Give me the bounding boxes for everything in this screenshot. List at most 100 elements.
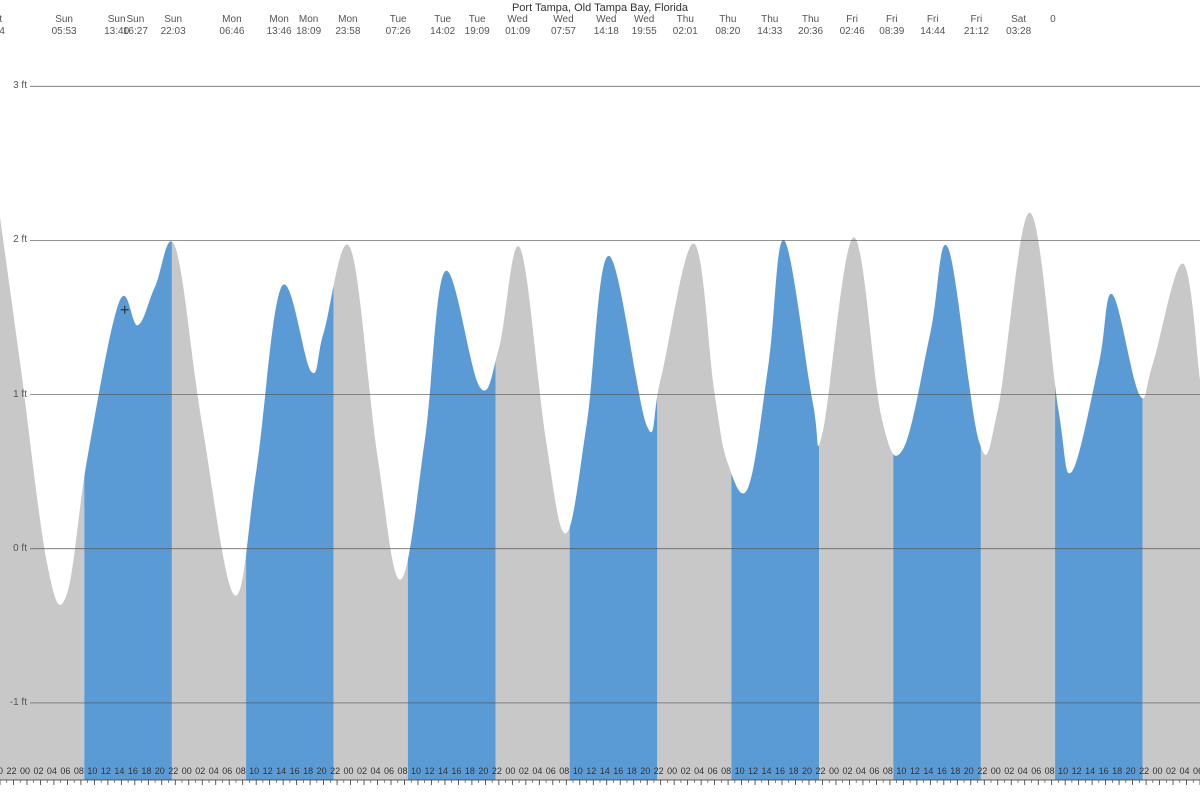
x-axis-label: 02	[519, 766, 529, 776]
x-axis-label: 16	[290, 766, 300, 776]
tide-event-label: Mon13:46	[267, 14, 292, 38]
x-axis-label: 22	[977, 766, 987, 776]
x-axis-label: 12	[1072, 766, 1082, 776]
tide-event-label: Sun16:27	[123, 14, 148, 38]
x-axis-label: 18	[627, 766, 637, 776]
x-axis-label: 04	[1180, 766, 1190, 776]
x-axis-label: 12	[586, 766, 596, 776]
x-axis-label: 02	[681, 766, 691, 776]
x-axis-label: 06	[1193, 766, 1200, 776]
x-axis-label: 20	[964, 766, 974, 776]
y-axis-label: 0 ft	[2, 543, 27, 554]
tide-event-label: Mon18:09	[296, 14, 321, 38]
x-axis-label: 16	[937, 766, 947, 776]
x-axis-label: 08	[397, 766, 407, 776]
y-axis-label: 2 ft	[2, 234, 27, 245]
x-axis-label: 14	[923, 766, 933, 776]
x-axis-label: 20	[0, 766, 3, 776]
x-axis-label: 16	[128, 766, 138, 776]
x-axis-label: 10	[573, 766, 583, 776]
tide-event-label: Wed19:55	[632, 14, 657, 38]
x-axis-label: 02	[842, 766, 852, 776]
x-axis-label: 04	[371, 766, 381, 776]
tide-event-label: Sat03:28	[1006, 14, 1031, 38]
x-axis-label: 12	[910, 766, 920, 776]
x-axis-label: 02	[195, 766, 205, 776]
x-axis-label: 00	[1153, 766, 1163, 776]
x-axis-label: 14	[762, 766, 772, 776]
x-axis-label: 02	[33, 766, 43, 776]
x-axis-label: 04	[532, 766, 542, 776]
tide-event-label: Fri08:39	[879, 14, 904, 38]
x-axis-label: 08	[883, 766, 893, 776]
x-axis-label: 22	[6, 766, 16, 776]
tide-event-label: Thu20:36	[798, 14, 823, 38]
x-axis-label: 18	[789, 766, 799, 776]
x-axis-label: 22	[168, 766, 178, 776]
x-axis-label: 02	[1004, 766, 1014, 776]
x-axis-label: 12	[101, 766, 111, 776]
x-axis-label: 06	[60, 766, 70, 776]
x-axis-label: 18	[950, 766, 960, 776]
x-axis-label: 16	[451, 766, 461, 776]
x-axis-label: 04	[1018, 766, 1028, 776]
x-axis-label: 18	[1112, 766, 1122, 776]
x-axis-label: 22	[654, 766, 664, 776]
tide-event-label: Fri14:44	[920, 14, 945, 38]
x-axis-label: 04	[209, 766, 219, 776]
tide-event-label: Wed07:57	[551, 14, 576, 38]
x-axis-label: 16	[775, 766, 785, 776]
x-axis-label: 00	[344, 766, 354, 776]
x-axis-label: 00	[20, 766, 30, 776]
tide-event-label: Mon23:58	[335, 14, 360, 38]
tide-event-label: Fri02:46	[840, 14, 865, 38]
x-axis-label: 06	[384, 766, 394, 776]
tide-event-label: Wed01:09	[505, 14, 530, 38]
chart-svg	[0, 0, 1200, 800]
x-axis-label: 20	[478, 766, 488, 776]
tide-event-label: Mon06:46	[219, 14, 244, 38]
x-axis-label: 18	[141, 766, 151, 776]
x-axis-label: 22	[492, 766, 502, 776]
tide-event-label: Thu14:33	[757, 14, 782, 38]
tide-event-label: Tue14:02	[430, 14, 455, 38]
x-axis-label: 06	[222, 766, 232, 776]
x-axis-label: 10	[249, 766, 259, 776]
x-axis-label: 08	[559, 766, 569, 776]
x-axis-label: 10	[1058, 766, 1068, 776]
x-axis-label: 14	[438, 766, 448, 776]
tide-event-label: at:54	[0, 14, 5, 38]
y-axis-label: 1 ft	[2, 389, 27, 400]
x-axis-label: 12	[263, 766, 273, 776]
tide-event-label: Wed14:18	[594, 14, 619, 38]
tide-event-label: 0	[1050, 14, 1056, 26]
tide-event-label: Sun05:53	[52, 14, 77, 38]
x-axis-label: 08	[721, 766, 731, 776]
tide-event-label: Sun22:03	[161, 14, 186, 38]
x-axis-label: 14	[1085, 766, 1095, 776]
y-axis-label: 3 ft	[2, 80, 27, 91]
x-axis-label: 02	[1166, 766, 1176, 776]
tide-event-label: Thu02:01	[673, 14, 698, 38]
x-axis-label: 04	[694, 766, 704, 776]
tide-chart: Port Tampa, Old Tampa Bay, Florida 3 ft2…	[0, 0, 1200, 800]
tide-event-label: Tue07:26	[386, 14, 411, 38]
x-axis-label: 06	[1031, 766, 1041, 776]
x-axis-label: 08	[1045, 766, 1055, 776]
x-axis-label: 14	[600, 766, 610, 776]
x-axis-label: 12	[424, 766, 434, 776]
x-axis-label: 02	[357, 766, 367, 776]
x-axis-label: 00	[667, 766, 677, 776]
x-axis-label: 20	[317, 766, 327, 776]
x-axis-label: 22	[1139, 766, 1149, 776]
tide-event-label: Fri21:12	[964, 14, 989, 38]
x-axis-label: 04	[856, 766, 866, 776]
x-axis-label: 22	[815, 766, 825, 776]
tide-event-label: Thu08:20	[715, 14, 740, 38]
x-axis-label: 20	[155, 766, 165, 776]
x-axis-label: 10	[411, 766, 421, 776]
x-axis-label: 06	[708, 766, 718, 776]
x-axis-label: 10	[896, 766, 906, 776]
x-axis-label: 18	[465, 766, 475, 776]
x-axis-label: 10	[87, 766, 97, 776]
